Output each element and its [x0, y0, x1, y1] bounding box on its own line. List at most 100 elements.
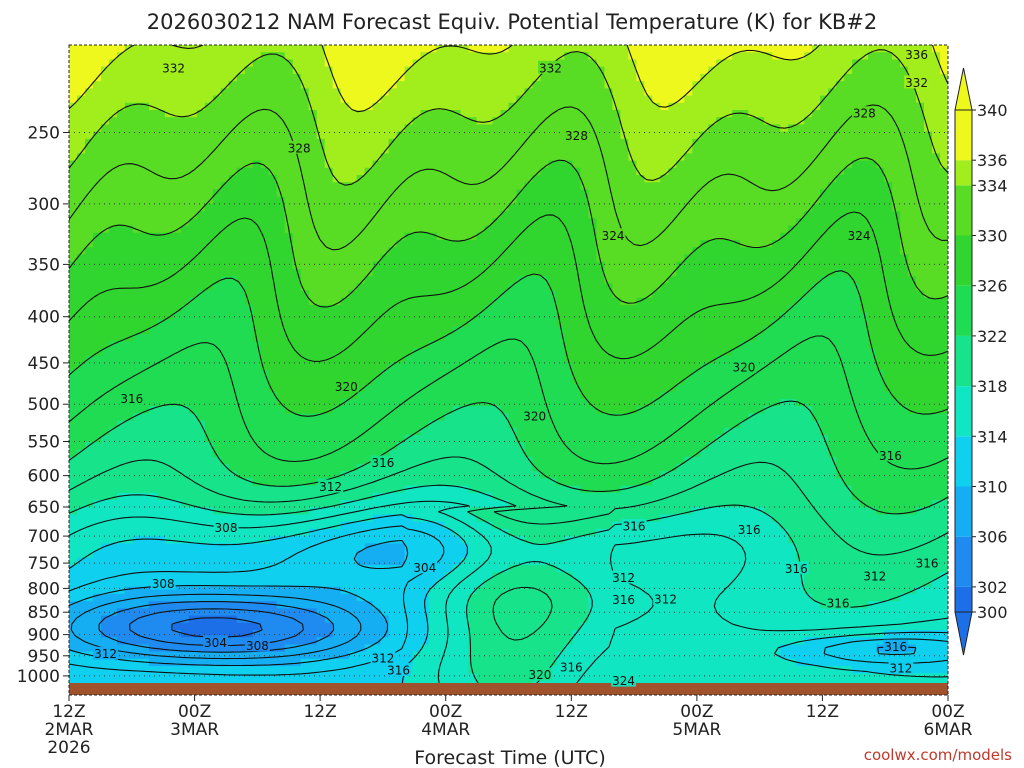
field-cell	[69, 189, 78, 198]
field-cell	[308, 507, 318, 516]
field-cell	[132, 203, 142, 212]
field-cell	[164, 117, 174, 126]
field-cell	[220, 290, 230, 299]
field-cell	[460, 637, 470, 646]
field-cell	[396, 644, 406, 653]
field-cell	[380, 117, 390, 126]
field-cell	[340, 81, 350, 89]
field-cell	[228, 406, 238, 414]
field-cell	[476, 586, 486, 595]
field-cell	[324, 406, 334, 414]
field-cell	[148, 52, 158, 61]
field-cell	[412, 622, 422, 631]
field-cell	[92, 189, 102, 198]
field-cell	[252, 153, 262, 162]
field-cell	[236, 398, 246, 407]
field-cell	[252, 384, 262, 393]
field-cell	[92, 637, 102, 646]
field-cell	[380, 45, 390, 53]
field-cell	[364, 391, 374, 400]
field-cell	[284, 435, 294, 443]
field-cell	[228, 167, 238, 176]
field-cell	[412, 355, 422, 364]
field-cell	[284, 66, 294, 75]
field-cell	[428, 586, 438, 595]
field-cell	[100, 175, 110, 183]
field-cell	[492, 398, 502, 407]
field-cell	[236, 146, 246, 154]
field-cell	[76, 543, 86, 552]
field-cell	[260, 196, 270, 205]
field-cell	[196, 312, 206, 321]
field-cell	[300, 435, 310, 443]
field-cell	[260, 362, 270, 371]
field-cell	[204, 247, 214, 256]
field-cell	[148, 528, 158, 537]
field-cell	[508, 88, 518, 97]
field-cell	[428, 427, 438, 436]
field-cell	[76, 370, 86, 378]
field-cell	[228, 211, 238, 219]
field-cell	[220, 341, 230, 349]
field-cell	[508, 189, 518, 198]
field-cell	[460, 406, 470, 414]
field-cell	[364, 673, 374, 682]
field-cell	[212, 601, 222, 609]
field-cell	[380, 333, 390, 342]
field-cell	[84, 175, 94, 183]
field-cell	[260, 110, 270, 118]
field-cell	[132, 644, 142, 653]
field-cell	[228, 536, 238, 544]
field-cell	[300, 398, 310, 407]
field-cell	[292, 463, 302, 472]
field-cell	[380, 406, 390, 414]
field-cell	[444, 521, 454, 530]
field-cell	[492, 384, 502, 393]
field-cell	[92, 283, 102, 292]
field-cell	[348, 240, 358, 248]
field-cell	[268, 478, 278, 487]
field-cell	[172, 312, 182, 321]
field-cell	[244, 59, 254, 68]
field-cell	[508, 276, 518, 284]
field-cell	[492, 651, 502, 660]
field-cell	[76, 572, 86, 581]
field-cell	[444, 124, 454, 133]
field-cell	[500, 406, 510, 414]
field-cell	[348, 543, 358, 552]
field-cell	[428, 160, 438, 169]
field-cell	[420, 146, 430, 154]
field-cell	[156, 644, 166, 653]
field-cell	[500, 601, 510, 609]
field-cell	[100, 232, 110, 241]
field-cell	[252, 666, 262, 674]
field-cell	[508, 225, 518, 234]
field-cell	[308, 182, 318, 191]
field-cell	[84, 247, 94, 256]
field-cell	[316, 557, 326, 566]
field-cell	[156, 442, 166, 451]
field-cell	[332, 673, 342, 682]
field-cell	[380, 514, 390, 523]
field-cell	[308, 312, 318, 321]
field-cell	[460, 622, 470, 631]
field-cell	[100, 622, 110, 631]
field-cell	[372, 398, 382, 407]
field-cell	[332, 211, 342, 219]
field-cell	[356, 73, 366, 82]
field-cell	[412, 138, 422, 147]
field-cell	[380, 196, 390, 205]
field-cell	[316, 203, 326, 212]
field-cell	[252, 536, 262, 544]
field-cell	[164, 52, 174, 61]
field-cell	[69, 211, 78, 219]
field-cell	[276, 377, 286, 386]
field-cell	[492, 478, 502, 487]
field-cell	[148, 615, 158, 624]
field-cell	[180, 377, 190, 386]
field-cell	[276, 593, 286, 602]
field-cell	[436, 478, 446, 487]
field-cell	[348, 637, 358, 646]
field-cell	[436, 81, 446, 89]
field-cell	[108, 95, 118, 104]
